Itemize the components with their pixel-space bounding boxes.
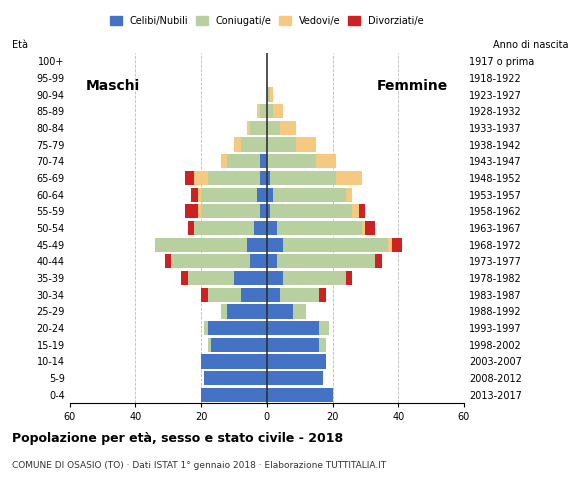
Bar: [320, 321, 329, 335]
Bar: [267, 271, 283, 285]
Bar: [392, 238, 401, 252]
Bar: [211, 338, 267, 352]
Bar: [283, 271, 346, 285]
Bar: [257, 188, 267, 202]
Bar: [270, 87, 273, 102]
Bar: [267, 371, 322, 385]
Bar: [208, 338, 211, 352]
Bar: [365, 221, 375, 235]
Bar: [267, 121, 280, 135]
Bar: [208, 321, 267, 335]
Bar: [227, 154, 260, 168]
Bar: [267, 137, 296, 152]
Bar: [198, 188, 201, 202]
Bar: [267, 288, 280, 302]
Bar: [191, 188, 198, 202]
Bar: [251, 121, 267, 135]
Bar: [267, 304, 293, 319]
Bar: [320, 288, 326, 302]
Text: Popolazione per età, sesso e stato civile - 2018: Popolazione per età, sesso e stato civil…: [12, 432, 343, 445]
Bar: [182, 271, 188, 285]
Bar: [241, 288, 267, 302]
Bar: [188, 221, 194, 235]
Bar: [184, 204, 198, 218]
Bar: [201, 188, 257, 202]
Bar: [165, 254, 172, 268]
Bar: [253, 221, 267, 235]
Bar: [188, 271, 234, 285]
Bar: [273, 188, 346, 202]
Bar: [267, 354, 326, 369]
Bar: [267, 221, 277, 235]
Bar: [316, 154, 336, 168]
Bar: [346, 188, 352, 202]
Bar: [270, 171, 336, 185]
Bar: [184, 171, 194, 185]
Bar: [241, 137, 267, 152]
Bar: [194, 171, 208, 185]
Bar: [267, 154, 316, 168]
Bar: [172, 254, 251, 268]
Bar: [201, 388, 267, 402]
Bar: [359, 204, 365, 218]
Bar: [194, 221, 253, 235]
Bar: [201, 204, 260, 218]
Bar: [155, 238, 247, 252]
Bar: [247, 121, 251, 135]
Text: COMUNE DI OSASIO (TO) · Dati ISTAT 1° gennaio 2018 · Elaborazione TUTTITALIA.IT: COMUNE DI OSASIO (TO) · Dati ISTAT 1° ge…: [12, 461, 386, 470]
Bar: [204, 321, 208, 335]
Bar: [201, 354, 267, 369]
Bar: [234, 137, 241, 152]
Bar: [389, 238, 392, 252]
Bar: [267, 171, 270, 185]
Legend: Celibi/Nubili, Coniugati/e, Vedovi/e, Divorziati/e: Celibi/Nubili, Coniugati/e, Vedovi/e, Di…: [107, 12, 427, 30]
Bar: [362, 221, 365, 235]
Bar: [267, 388, 332, 402]
Bar: [280, 121, 296, 135]
Text: Maschi: Maschi: [86, 79, 140, 93]
Bar: [336, 171, 362, 185]
Bar: [267, 254, 277, 268]
Bar: [320, 338, 326, 352]
Bar: [352, 204, 359, 218]
Bar: [198, 204, 201, 218]
Bar: [375, 254, 382, 268]
Text: Età: Età: [12, 40, 28, 50]
Bar: [267, 321, 320, 335]
Bar: [280, 288, 320, 302]
Bar: [267, 87, 270, 102]
Bar: [267, 104, 273, 118]
Text: Anno di nascita: Anno di nascita: [493, 40, 568, 50]
Bar: [283, 238, 389, 252]
Bar: [221, 154, 227, 168]
Bar: [204, 371, 267, 385]
Bar: [346, 271, 352, 285]
Bar: [247, 238, 267, 252]
Bar: [208, 171, 260, 185]
Bar: [260, 104, 267, 118]
Bar: [293, 304, 306, 319]
Bar: [260, 171, 267, 185]
Bar: [267, 204, 270, 218]
Bar: [296, 137, 316, 152]
Bar: [277, 254, 375, 268]
Bar: [234, 271, 267, 285]
Bar: [221, 304, 227, 319]
Bar: [267, 188, 273, 202]
Bar: [208, 288, 241, 302]
Bar: [227, 304, 267, 319]
Bar: [257, 104, 260, 118]
Bar: [260, 204, 267, 218]
Bar: [273, 104, 283, 118]
Bar: [267, 338, 320, 352]
Bar: [267, 238, 283, 252]
Bar: [251, 254, 267, 268]
Bar: [260, 154, 267, 168]
Bar: [270, 204, 352, 218]
Bar: [201, 288, 208, 302]
Text: Femmine: Femmine: [376, 79, 448, 93]
Bar: [277, 221, 362, 235]
